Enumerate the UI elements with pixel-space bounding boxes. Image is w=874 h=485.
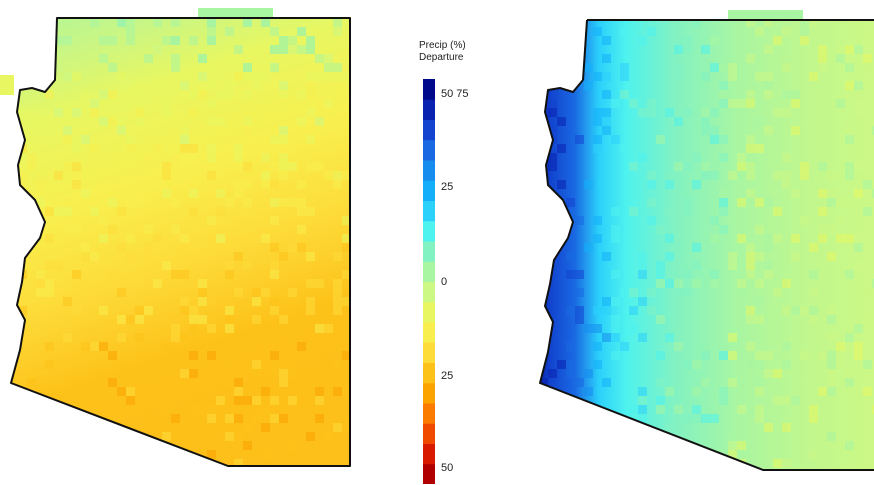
legend-swatch — [423, 423, 435, 444]
legend-tick-zero: 0 — [441, 276, 448, 288]
legend-swatch — [423, 362, 435, 384]
legend-swatch — [423, 139, 435, 161]
legend-swatch — [423, 463, 435, 484]
legend-swatch — [423, 382, 435, 404]
right-map-top-fringe — [728, 10, 803, 20]
legend-swatch — [423, 160, 435, 181]
legend-swatch — [423, 342, 435, 363]
right-map-fill — [540, 20, 874, 470]
legend-tick-lower: 25 — [441, 370, 454, 382]
legend-swatch — [423, 443, 435, 465]
legend-tick-bottom: 50 — [441, 462, 454, 474]
legend-tick-upper: 25 — [441, 181, 454, 193]
legend-swatch — [423, 99, 435, 120]
legend-swatch — [423, 79, 435, 100]
left-map-side-fringe — [0, 75, 14, 95]
left-map-top-fringe — [198, 8, 273, 18]
legend-swatch — [423, 301, 435, 323]
legend-title-line2: Departure — [419, 52, 464, 63]
legend-swatch — [423, 200, 435, 222]
left-map-border — [10, 17, 351, 467]
legend-swatch — [423, 119, 435, 141]
legend-swatch — [423, 180, 435, 201]
legend-swatch — [423, 322, 435, 343]
legend-title-line1: Precip (%) — [419, 40, 466, 51]
legend-swatch — [423, 261, 435, 282]
legend-swatch — [423, 281, 435, 303]
legend-tick-top: 50 75 — [441, 88, 469, 100]
legend-colorbar — [423, 79, 435, 484]
map-right — [539, 10, 874, 471]
legend-swatch — [423, 403, 435, 424]
legend-swatch — [423, 220, 435, 242]
map-left — [0, 8, 351, 467]
right-map-border — [539, 19, 874, 471]
legend-swatch — [423, 241, 435, 262]
